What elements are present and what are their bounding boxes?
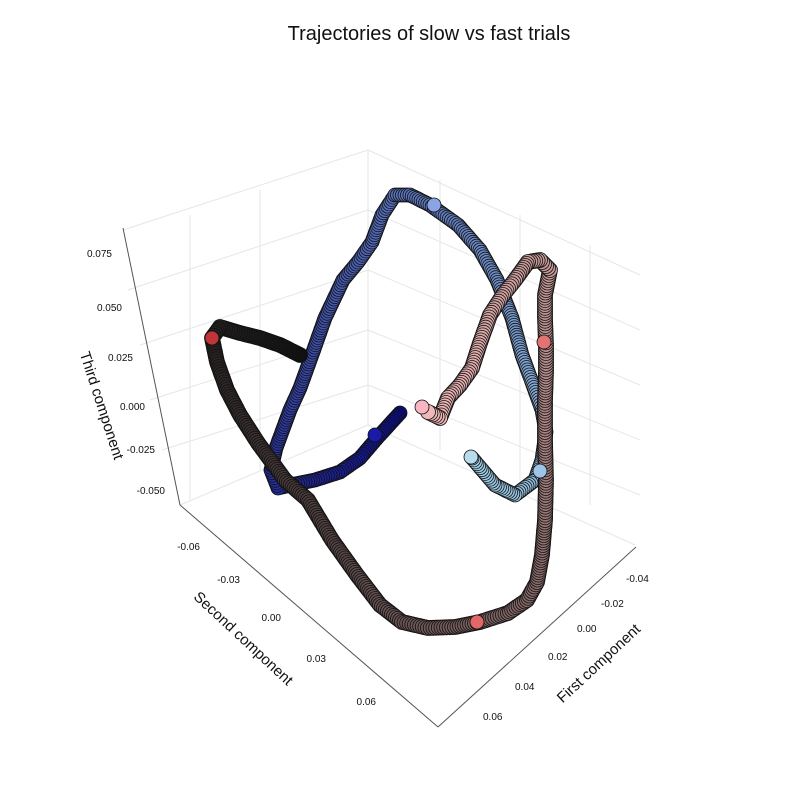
chart-title: Trajectories of slow vs fast trials [288, 23, 571, 45]
trajectory-marker [536, 334, 552, 350]
x-axis-ticks: -0.04 -0.02 0.00 0.02 0.04 0.06 [483, 574, 649, 723]
y-axis-ticks: -0.06 -0.03 0.00 0.03 0.06 [177, 542, 376, 708]
trajectory-marker [426, 197, 442, 213]
z-tick: 0.050 [97, 303, 122, 314]
trajectory-marker [469, 614, 485, 630]
z-tick: -0.025 [127, 445, 156, 456]
axis-lines [122, 227, 637, 728]
y-tick: -0.03 [217, 575, 240, 586]
x-tick: -0.04 [626, 574, 649, 585]
x-tick: 0.06 [483, 712, 503, 723]
trajectory-markers [204, 197, 552, 630]
y-tick: 0.06 [357, 697, 377, 708]
trajectory-marker [532, 463, 548, 479]
y-tick: 0.00 [262, 613, 282, 624]
z-axis-ticks: 0.075 0.050 0.025 0.000 -0.025 -0.050 [87, 249, 165, 497]
x-tick: 0.04 [515, 682, 535, 693]
trajectory-marker [463, 449, 479, 465]
y-tick: 0.03 [307, 654, 327, 665]
trajectory-marker [204, 330, 220, 346]
y-tick: -0.06 [177, 542, 200, 553]
x-tick: 0.00 [577, 624, 597, 635]
trajectory-marker [367, 427, 383, 443]
z-tick: 0.000 [120, 402, 145, 413]
x-tick: -0.02 [601, 599, 624, 610]
trajectory-points [204, 187, 558, 636]
x-tick: 0.02 [548, 652, 568, 663]
z-tick: 0.025 [108, 353, 133, 364]
z-tick: 0.075 [87, 249, 112, 260]
trajectory-marker [414, 399, 430, 415]
z-tick: -0.050 [137, 486, 166, 497]
x-axis-label: First component [554, 620, 645, 706]
y-axis-label: Second component [190, 588, 297, 689]
